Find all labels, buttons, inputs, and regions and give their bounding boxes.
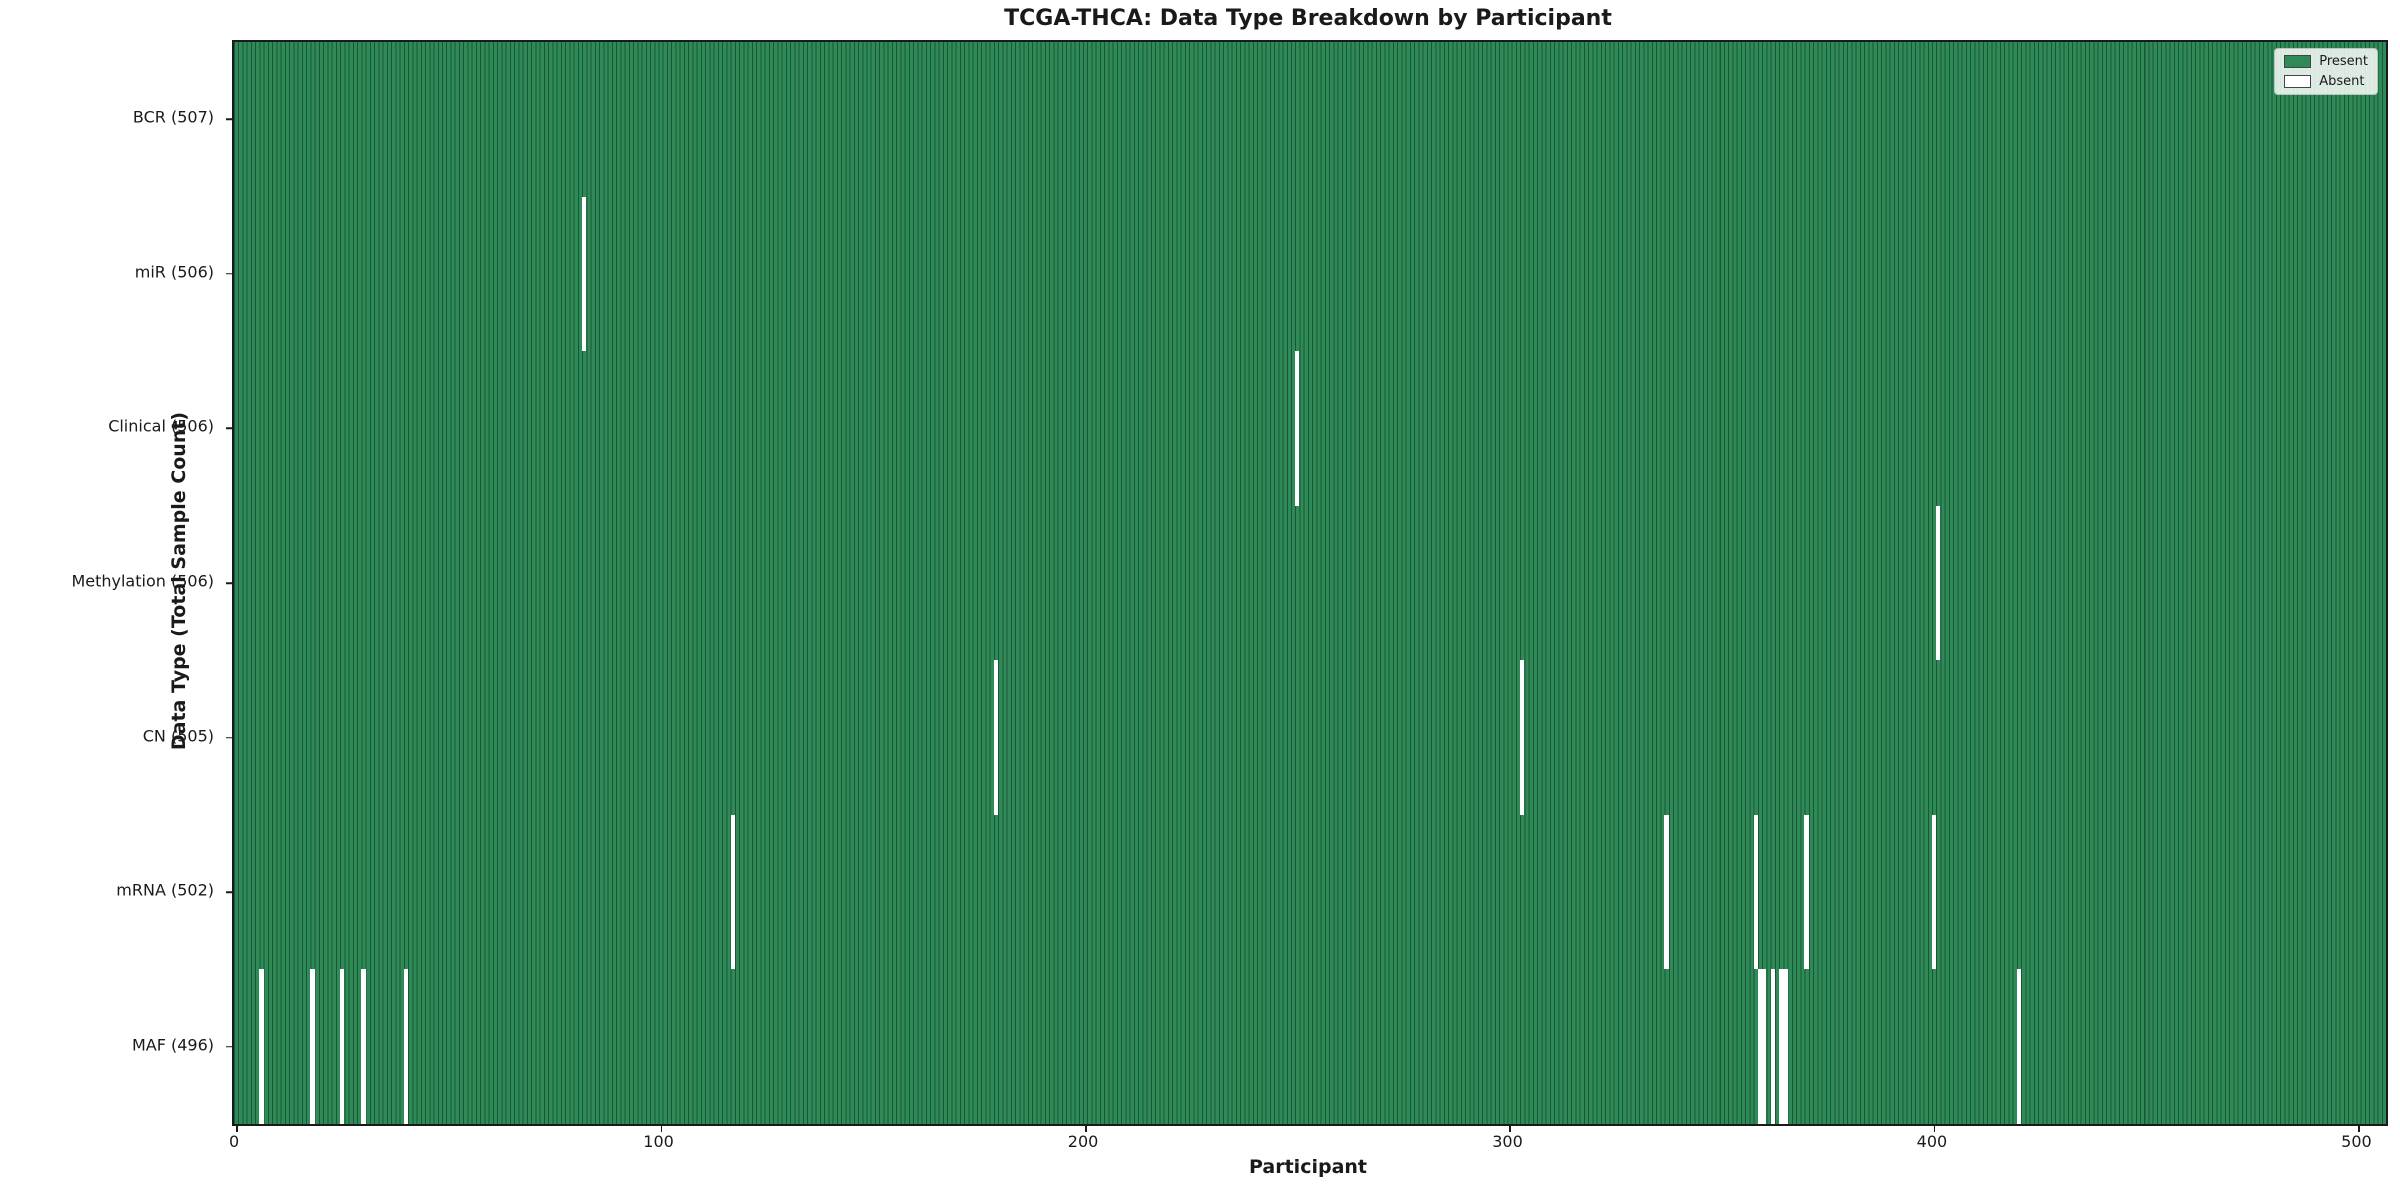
- heatmap-plot-area: Present Absent: [226, 40, 2388, 1132]
- absent-gap: [340, 969, 345, 1124]
- absent-gap: [1664, 814, 1669, 970]
- x-tick-label: 200: [1067, 1132, 1099, 1151]
- x-axis-label: Participant: [1248, 1156, 1368, 1178]
- heatmap-row-cn: [234, 660, 2386, 815]
- x-tick: [1509, 1124, 1511, 1132]
- absent-gap: [361, 969, 366, 1124]
- legend-present-label: Present: [2319, 54, 2368, 69]
- absent-gap: [1779, 969, 1784, 1124]
- present-swatch: [2284, 55, 2312, 68]
- x-tick-label: 0: [229, 1132, 240, 1151]
- absent-gap: [1770, 969, 1775, 1124]
- legend-entry-present: Present: [2284, 54, 2368, 69]
- legend-absent-label: Absent: [2319, 74, 2365, 89]
- x-tick: [1933, 1124, 1936, 1132]
- absent-gap: [259, 969, 264, 1124]
- heatmap-row-clinical: [234, 351, 2386, 506]
- absent-gap: [1753, 814, 1758, 970]
- absent-gap: [1783, 969, 1788, 1124]
- absent-gap: [2016, 969, 2021, 1124]
- absent-gap: [1931, 814, 1937, 970]
- absent-gap: [1762, 969, 1767, 1124]
- y-tick-label: CN (505): [142, 726, 214, 746]
- heatmap-row-maf: [234, 969, 2386, 1124]
- absent-gap: [730, 814, 735, 970]
- x-tick: [236, 1124, 238, 1132]
- y-tick-label: Methylation (506): [71, 571, 214, 591]
- y-tick-label: BCR (507): [132, 107, 214, 127]
- absent-gap: [1804, 814, 1809, 970]
- y-tick-label: mRNA (502): [116, 880, 214, 900]
- chart-title: TCGA-THCA: Data Type Breakdown by Partic…: [1004, 6, 1612, 31]
- heatmap-row-bcr: [234, 42, 2386, 197]
- absent-gap: [403, 969, 409, 1124]
- x-tick: [2358, 1124, 2360, 1132]
- y-tick-label: MAF (496): [131, 1035, 214, 1055]
- x-tick: [1085, 1124, 1087, 1132]
- absent-gap: [1520, 660, 1525, 815]
- y-tick: [226, 1045, 234, 1048]
- legend: Present Absent: [2274, 48, 2378, 95]
- x-tick-label: 300: [1492, 1132, 1523, 1151]
- y-tick: [226, 118, 234, 121]
- x-tick: [660, 1124, 663, 1132]
- absent-gap: [582, 196, 587, 352]
- absent-gap: [1936, 505, 1941, 661]
- x-tick-label: 100: [643, 1132, 674, 1151]
- y-tick: [226, 891, 234, 893]
- legend-entry-absent: Absent: [2284, 74, 2368, 89]
- x-tick-label: 500: [2341, 1132, 2372, 1151]
- heatmap-row-mrna: [234, 814, 2386, 970]
- absent-gap: [993, 660, 998, 815]
- y-tick: [226, 273, 234, 275]
- heatmap-row-mir: [234, 196, 2386, 352]
- x-tick-label: 400: [1916, 1132, 1948, 1151]
- y-tick-label: Clinical (506): [108, 416, 214, 436]
- absent-gap: [310, 969, 315, 1124]
- y-tick: [226, 736, 234, 739]
- y-tick: [226, 427, 234, 430]
- y-tick-label: miR (506): [134, 262, 214, 282]
- y-tick: [226, 582, 234, 584]
- absent-gap: [1757, 969, 1763, 1124]
- heatmap-row-methylation: [234, 505, 2386, 661]
- absent-gap: [1295, 351, 1300, 506]
- absent-swatch: [2284, 75, 2312, 88]
